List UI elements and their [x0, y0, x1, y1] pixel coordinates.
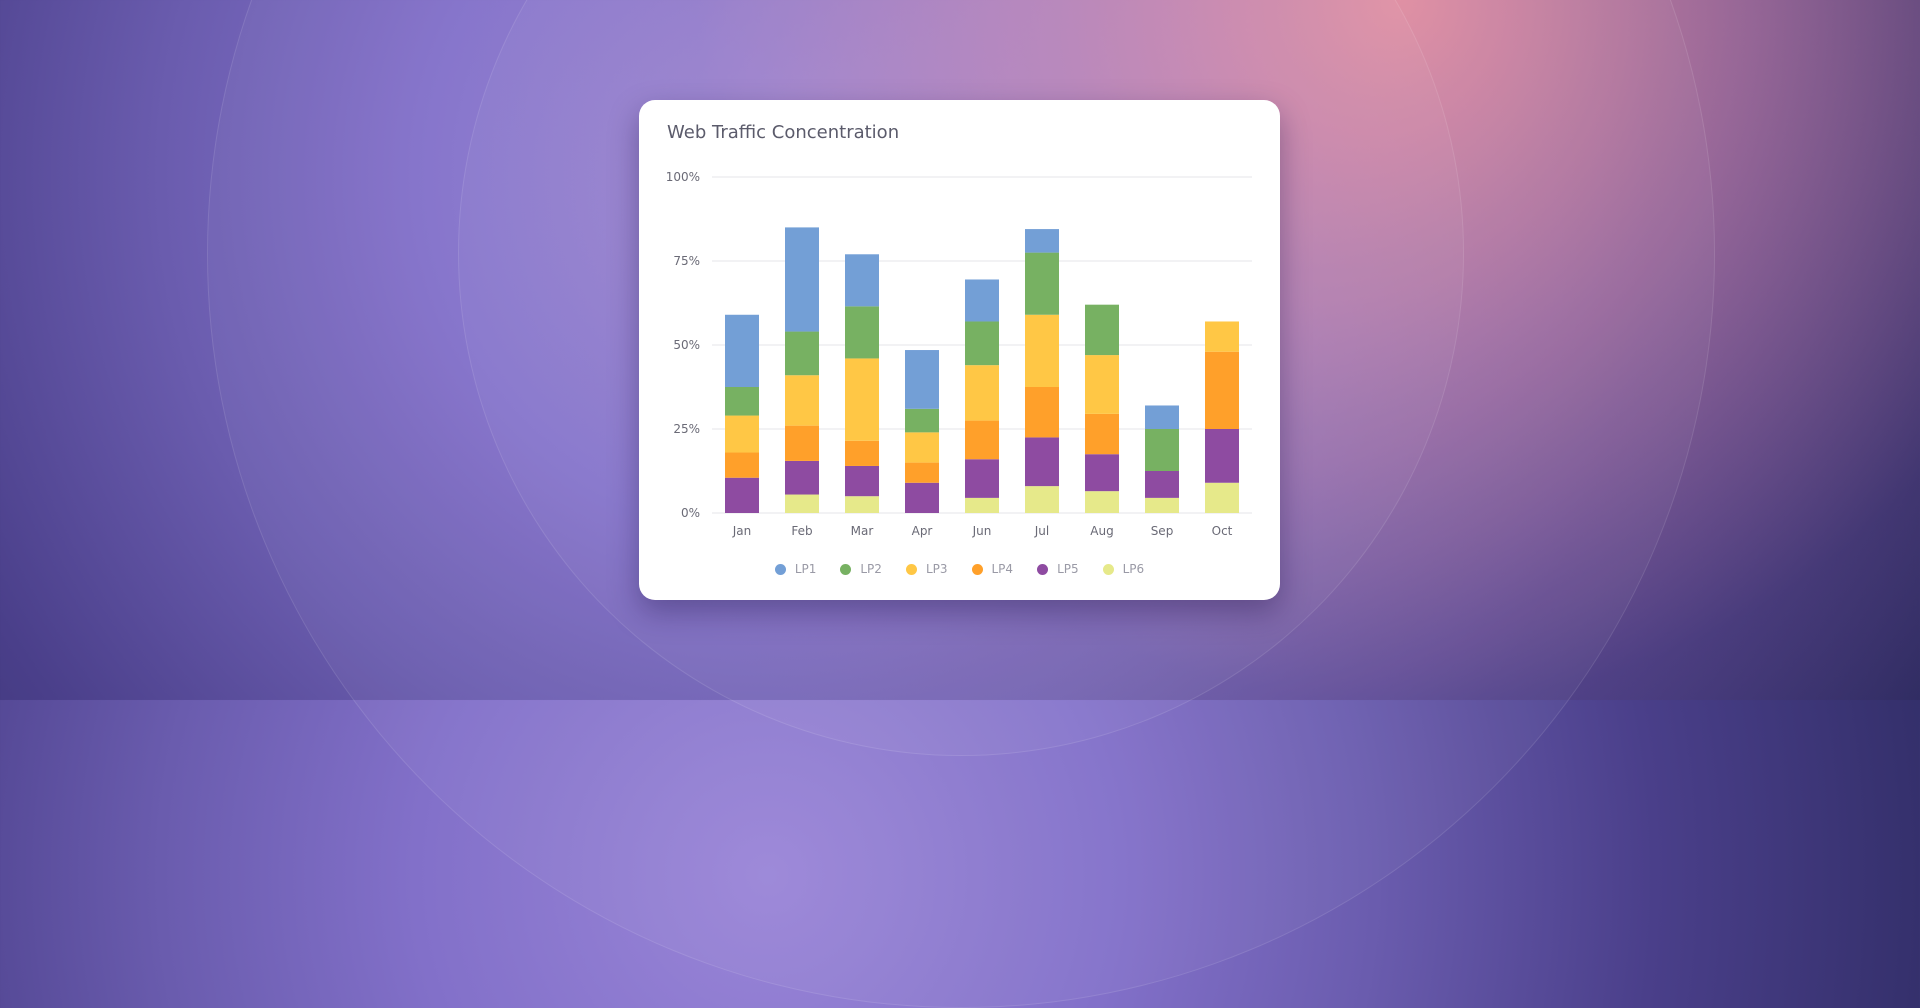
legend-item-lp4[interactable]: LP4 — [971, 562, 1014, 576]
legend-label: LP6 — [1122, 562, 1145, 576]
legend-label: LP5 — [1057, 562, 1079, 576]
x-tick-label: Mar — [851, 524, 874, 538]
bar-segment-lp1-mar[interactable] — [845, 254, 879, 307]
bar-segment-lp6-jun[interactable] — [965, 497, 999, 513]
chart-legend: LP1 LP2 LP3 LP4 LP5 LP6 — [639, 562, 1280, 576]
bar-segment-lp3-jan[interactable] — [725, 415, 759, 453]
legend-dot-icon — [905, 563, 917, 575]
bar-segment-lp6-feb[interactable] — [785, 494, 819, 513]
y-tick-label: 50% — [673, 338, 700, 352]
bar-segment-lp1-apr[interactable] — [905, 350, 939, 409]
bar-segment-lp3-jun[interactable] — [965, 365, 999, 421]
y-tick-label: 25% — [673, 422, 700, 436]
bar-segment-lp2-apr[interactable] — [905, 408, 939, 433]
bar-segment-lp4-apr[interactable] — [905, 462, 939, 483]
legend-dot-icon — [774, 563, 786, 575]
bar-segment-lp4-mar[interactable] — [845, 440, 879, 466]
bar-segment-lp1-jun[interactable] — [965, 279, 999, 322]
bar-segment-lp5-feb[interactable] — [785, 460, 819, 495]
legend-item-lp5[interactable]: LP5 — [1037, 562, 1079, 576]
bar-segment-lp4-jan[interactable] — [725, 452, 759, 478]
x-tick-label: Feb — [791, 524, 812, 538]
chart-card: Web Traffic Concentration 0% 25% 50% 75% 100… — [639, 100, 1280, 600]
bar-segment-lp2-aug[interactable] — [1085, 304, 1119, 356]
bar-segment-lp2-jan[interactable] — [725, 387, 759, 416]
bar-segment-lp2-jun[interactable] — [965, 321, 999, 366]
y-tick-label: 75% — [673, 254, 700, 268]
legend-label: LP3 — [925, 562, 948, 576]
bar-segment-lp5-apr[interactable] — [905, 482, 939, 513]
bar-segment-lp5-jan[interactable] — [725, 477, 759, 513]
legend-label: LP2 — [860, 562, 882, 576]
legend-item-lp1[interactable]: LP1 — [774, 562, 817, 576]
bar-segment-lp5-oct[interactable] — [1205, 429, 1239, 483]
bar-segment-lp4-oct[interactable] — [1205, 351, 1239, 429]
bar-segment-lp6-mar[interactable] — [845, 496, 879, 513]
bar-segment-lp3-feb[interactable] — [785, 375, 819, 426]
legend-label: LP1 — [794, 562, 817, 576]
legend-dot-icon — [840, 563, 852, 575]
bar-segment-lp4-jul[interactable] — [1025, 387, 1059, 438]
bar-segment-lp3-mar[interactable] — [845, 358, 879, 441]
legend-item-lp6[interactable]: LP6 — [1102, 562, 1145, 576]
x-tick-label: Jun — [972, 524, 992, 538]
legend-item-lp2[interactable]: LP2 — [840, 562, 882, 576]
bar-segment-lp2-mar[interactable] — [845, 306, 879, 359]
legend-dot-icon — [971, 563, 983, 575]
bar-segment-lp4-jun[interactable] — [965, 420, 999, 460]
bar-segment-lp3-jul[interactable] — [1025, 314, 1059, 387]
y-tick-label: 0% — [681, 506, 700, 520]
bar-segment-lp5-sep[interactable] — [1145, 471, 1179, 498]
chart-title: Web Traffic Concentration — [667, 122, 900, 143]
bar-segment-lp3-apr[interactable] — [905, 432, 939, 463]
bar-segment-lp5-aug[interactable] — [1085, 454, 1119, 492]
bar-segment-lp1-jul[interactable] — [1025, 229, 1059, 253]
bar-segment-lp1-sep[interactable] — [1145, 405, 1179, 429]
bar-segment-lp6-aug[interactable] — [1085, 491, 1119, 513]
x-tick-label: Apr — [912, 524, 933, 538]
bar-segment-lp3-aug[interactable] — [1085, 355, 1119, 414]
x-tick-label: Aug — [1090, 524, 1113, 538]
bar-segment-lp5-jun[interactable] — [965, 459, 999, 498]
x-tick-label: Sep — [1151, 524, 1174, 538]
legend-dot-icon — [1102, 563, 1114, 575]
bar-segment-lp1-jan[interactable] — [725, 314, 759, 387]
x-tick-label: Oct — [1212, 524, 1233, 538]
stacked-bar-chart: 0% 25% 50% 75% 100% Jan Feb Mar Apr Jun Jul Aug Sep… — [666, 170, 1252, 538]
bar-segment-lp5-jul[interactable] — [1025, 437, 1059, 487]
x-tick-label: Jul — [1034, 524, 1049, 538]
bar-segment-lp1-feb[interactable] — [785, 227, 819, 332]
bar-segment-lp2-feb[interactable] — [785, 331, 819, 376]
bar-segment-lp4-feb[interactable] — [785, 425, 819, 461]
bar-segment-lp6-oct[interactable] — [1205, 482, 1239, 513]
legend-label: LP4 — [991, 562, 1014, 576]
bar-segment-lp3-oct[interactable] — [1205, 321, 1239, 352]
bar-segment-lp2-sep[interactable] — [1145, 429, 1179, 471]
x-tick-label: Jan — [732, 524, 752, 538]
bar-segment-lp6-sep[interactable] — [1145, 497, 1179, 513]
legend-dot-icon — [1037, 563, 1049, 575]
y-tick-label: 100% — [666, 170, 700, 184]
legend-item-lp3[interactable]: LP3 — [905, 562, 948, 576]
bar-segment-lp6-jul[interactable] — [1025, 486, 1059, 513]
bar-segment-lp2-jul[interactable] — [1025, 252, 1059, 315]
bar-segment-lp4-aug[interactable] — [1085, 413, 1119, 455]
bar-segment-lp5-mar[interactable] — [845, 465, 879, 497]
